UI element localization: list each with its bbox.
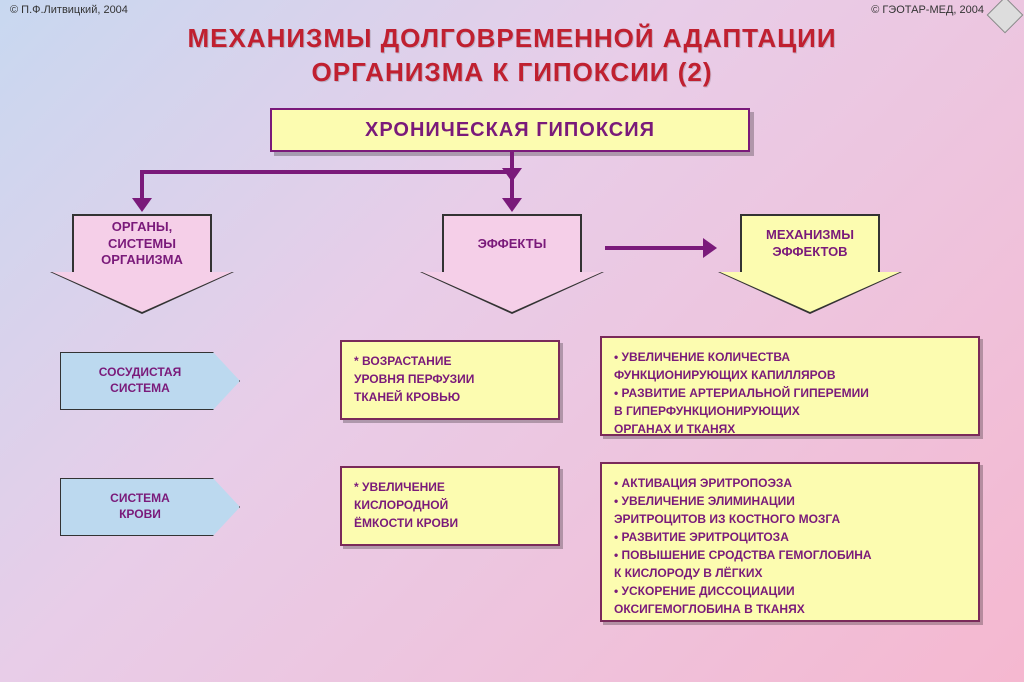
root-box: ХРОНИЧЕСКАЯ ГИПОКСИЯ <box>270 108 750 152</box>
effect-item: * ВОЗРАСТАНИЕ <box>354 352 546 370</box>
mechanism-item: К КИСЛОРОДУ В ЛЁГКИХ <box>614 564 966 582</box>
column-header-organs: ОРГАНЫ, СИСТЕМЫ ОРГАНИЗМА <box>52 214 232 314</box>
mechanism-item: • ПОВЫШЕНИЕ СРОДСТВА ГЕМОГЛОБИНА <box>614 546 966 564</box>
effects-row2: * УВЕЛИЧЕНИЕ КИСЛОРОДНОЙ ЁМКОСТИ КРОВИ <box>340 466 560 546</box>
mechanism-item: • УВЕЛИЧЕНИЕ КОЛИЧЕСТВА <box>614 348 966 366</box>
arrow-down-icon <box>510 152 514 170</box>
system-blood: СИСТЕМА КРОВИ <box>60 478 240 536</box>
effect-item: ТКАНЕЙ КРОВЬЮ <box>354 388 546 406</box>
mechanism-item: ЭРИТРОЦИТОВ ИЗ КОСТНОГО МОЗГА <box>614 510 966 528</box>
effect-item: ЁМКОСТИ КРОВИ <box>354 514 546 532</box>
mechanisms-row2: • АКТИВАЦИЯ ЭРИТРОПОЭЗА • УВЕЛИЧЕНИЕ ЭЛИ… <box>600 462 980 622</box>
mechanism-item: • АКТИВАЦИЯ ЭРИТРОПОЭЗА <box>614 474 966 492</box>
effect-item: УРОВНЯ ПЕРФУЗИИ <box>354 370 546 388</box>
column-header-label: МЕХАНИЗМЫ ЭФФЕКТОВ <box>740 214 880 274</box>
system-vascular: СОСУДИСТАЯ СИСТЕМА <box>60 352 240 410</box>
column-header-effects: ЭФФЕКТЫ <box>422 214 602 314</box>
effects-row1: * ВОЗРАСТАНИЕ УРОВНЯ ПЕРФУЗИИ ТКАНЕЙ КРО… <box>340 340 560 420</box>
title-line-2: ОРГАНИЗМА К ГИПОКСИИ (2) <box>0 56 1024 90</box>
copyright-right: © ГЭОТАР-МЕД, 2004 <box>871 4 984 16</box>
mechanisms-row1: • УВЕЛИЧЕНИЕ КОЛИЧЕСТВА ФУНКЦИОНИРУЮЩИХ … <box>600 336 980 436</box>
mechanism-item: • УСКОРЕНИЕ ДИССОЦИАЦИИ <box>614 582 966 600</box>
column-header-mechanisms: МЕХАНИЗМЫ ЭФФЕКТОВ <box>720 214 900 314</box>
arrow-down-icon <box>140 170 144 200</box>
mechanism-item: • РАЗВИТИЕ АРТЕРИАЛЬНОЙ ГИПЕРЕМИИ <box>614 384 966 402</box>
column-header-label: ЭФФЕКТЫ <box>442 214 582 274</box>
mechanism-item: ОКСИГЕМОГЛОБИНА В ТКАНЯХ <box>614 600 966 618</box>
mechanism-item: В ГИПЕРФУНКЦИОНИРУЮЩИХ <box>614 402 966 420</box>
arrow-down-icon <box>510 170 514 200</box>
mechanism-item: • УВЕЛИЧЕНИЕ ЭЛИМИНАЦИИ <box>614 492 966 510</box>
title-line-1: МЕХАНИЗМЫ ДОЛГОВРЕМЕННОЙ АДАПТАЦИИ <box>0 22 1024 56</box>
arrow-right-icon <box>605 246 705 250</box>
column-header-label: ОРГАНЫ, СИСТЕМЫ ОРГАНИЗМА <box>72 214 212 274</box>
mechanism-item: ОРГАНАХ И ТКАНЯХ <box>614 420 966 438</box>
mechanism-item: ФУНКЦИОНИРУЮЩИХ КАПИЛЛЯРОВ <box>614 366 966 384</box>
mechanism-item: • РАЗВИТИЕ ЭРИТРОЦИТОЗА <box>614 528 966 546</box>
copyright-left: © П.Ф.Литвицкий, 2004 <box>10 4 128 16</box>
effect-item: * УВЕЛИЧЕНИЕ <box>354 478 546 496</box>
effect-item: КИСЛОРОДНОЙ <box>354 496 546 514</box>
connector <box>142 170 512 174</box>
